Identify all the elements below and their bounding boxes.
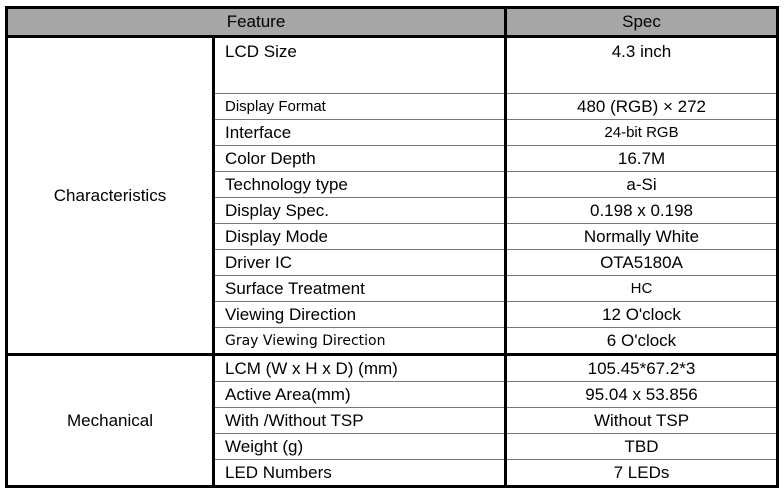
header-feature: Feature bbox=[6, 7, 507, 38]
table-row: Weight (g) TBD bbox=[7, 433, 778, 460]
spec-table: Feature Spec Characteristics LCD Size 4.3 … bbox=[5, 6, 779, 488]
feature-cell: Weight (g) bbox=[213, 433, 507, 460]
table-row: Color Depth 16.7M bbox=[7, 145, 778, 172]
table-row: Active Area(mm) 95.04 x 53.856 bbox=[7, 381, 778, 408]
feature-cell: Display Format bbox=[213, 93, 507, 120]
feature-cell: Display Mode bbox=[213, 223, 507, 250]
table-row: Mechanical LCM (W x H x D) (mm) 105.45*67.… bbox=[6, 354, 778, 488]
table-row: Surface Treatment HC bbox=[7, 275, 778, 302]
header-spec: Spec bbox=[505, 7, 778, 38]
spec-cell: OTA5180A bbox=[505, 249, 778, 276]
spec-cell: 7 LEDs bbox=[505, 459, 778, 488]
feature-cell: Display Spec. bbox=[213, 197, 507, 224]
feature-cell: LCM (W x H x D) (mm) bbox=[213, 354, 507, 382]
table-row: Display Spec. 0.198 x 0.198 bbox=[7, 197, 778, 224]
group-label: Characteristics bbox=[6, 36, 215, 356]
spec-cell: Without TSP bbox=[505, 407, 778, 434]
spec-cell: 480 (RGB) × 272 bbox=[505, 93, 778, 120]
table-row: Technology type a-Si bbox=[7, 171, 778, 198]
feature-cell: Active Area(mm) bbox=[213, 381, 507, 408]
feature-cell: Surface Treatment bbox=[213, 275, 507, 302]
feature-cell: LCD Size bbox=[213, 36, 507, 94]
spec-cell: a-Si bbox=[505, 171, 778, 198]
table-row: Gray Viewing Direction 6 O'clock bbox=[7, 327, 778, 356]
spec-cell: 4.3 inch bbox=[505, 36, 778, 94]
table-row: LED Numbers 7 LEDs bbox=[7, 459, 778, 488]
feature-cell: Technology type bbox=[213, 171, 507, 198]
group-label: Mechanical bbox=[6, 354, 215, 488]
feature-cell: With /Without TSP bbox=[213, 407, 507, 434]
feature-cell: Color Depth bbox=[213, 145, 507, 172]
table-row: Interface 24-bit RGB bbox=[7, 119, 778, 146]
table-row: With /Without TSP Without TSP bbox=[7, 407, 778, 434]
spec-cell: 105.45*67.2*3 bbox=[505, 354, 778, 382]
spec-cell: 95.04 x 53.856 bbox=[505, 381, 778, 408]
feature-cell: Gray Viewing Direction bbox=[213, 327, 507, 356]
spec-cell: 0.198 x 0.198 bbox=[505, 197, 778, 224]
spec-cell: 6 O'clock bbox=[505, 327, 778, 356]
feature-cell: LED Numbers bbox=[213, 459, 507, 488]
table-row: Display Mode Normally White bbox=[7, 223, 778, 250]
table-row: Display Format 480 (RGB) × 272 bbox=[7, 93, 778, 120]
spec-cell: 24-bit RGB bbox=[505, 119, 778, 146]
spec-cell: 12 O'clock bbox=[505, 301, 778, 328]
table-row: Characteristics LCD Size 4.3 inch bbox=[6, 36, 778, 356]
header-row: Feature Spec bbox=[6, 7, 778, 38]
spec-cell: Normally White bbox=[505, 223, 778, 250]
table-row: Viewing Direction 12 O'clock bbox=[7, 301, 778, 328]
feature-cell: Interface bbox=[213, 119, 507, 146]
spec-cell: 16.7M bbox=[505, 145, 778, 172]
table-row: Driver IC OTA5180A bbox=[7, 249, 778, 276]
feature-cell: Viewing Direction bbox=[213, 301, 507, 328]
feature-cell: Driver IC bbox=[213, 249, 507, 276]
spec-cell: HC bbox=[505, 275, 778, 302]
spec-cell: TBD bbox=[505, 433, 778, 460]
